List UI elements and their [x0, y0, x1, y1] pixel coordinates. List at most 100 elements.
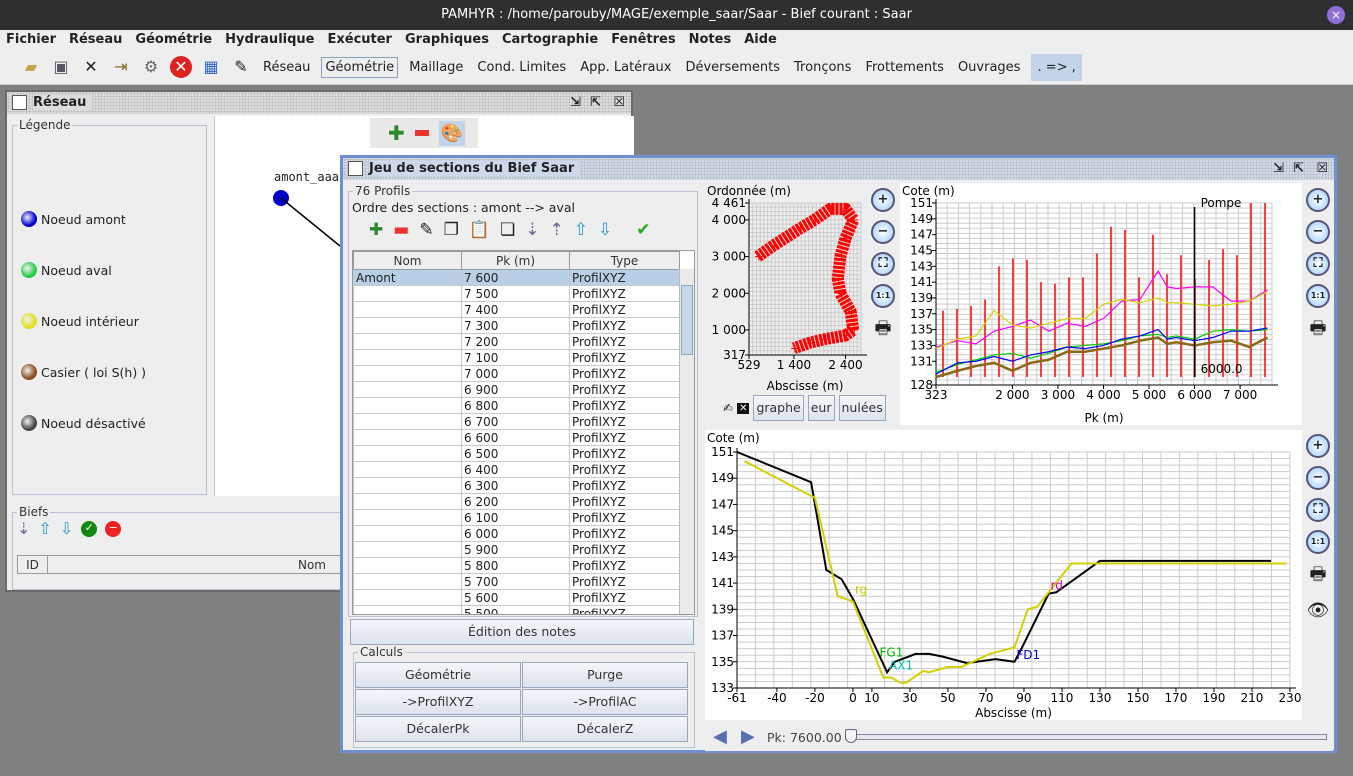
cell[interactable]: ProfilXYZ — [569, 349, 680, 366]
tab-app-lateraux[interactable]: App. Latéraux — [580, 59, 672, 75]
cell[interactable] — [353, 573, 462, 590]
cell[interactable] — [353, 317, 462, 334]
add-icon[interactable]: ✚ — [369, 220, 384, 240]
cell[interactable]: 6 600 — [461, 429, 570, 446]
cell[interactable] — [353, 365, 462, 382]
print-icon[interactable]: 🖶 — [1309, 564, 1327, 585]
cell[interactable]: ProfilXYZ — [569, 413, 680, 430]
cell[interactable]: ProfilXYZ — [569, 605, 680, 614]
save-icon[interactable]: ▣ — [53, 57, 69, 76]
cell[interactable]: 5 600 — [461, 589, 570, 606]
col-id[interactable]: ID — [17, 555, 48, 574]
table-row[interactable]: 6 000 ProfilXYZ — [353, 525, 680, 542]
cell[interactable]: 7 400 — [461, 301, 570, 318]
cell[interactable]: ProfilXYZ — [569, 589, 680, 606]
calc-button[interactable]: Géométrie — [355, 662, 521, 688]
minimize-icon[interactable]: ⇲ — [1273, 161, 1284, 176]
cell[interactable] — [353, 429, 462, 446]
calc-button[interactable]: ->ProfilXYZ — [355, 689, 521, 715]
cell[interactable]: ProfilXYZ — [569, 573, 680, 590]
menu-executer[interactable]: Exécuter — [327, 32, 392, 47]
calc-button[interactable]: DécalerPk — [355, 716, 521, 742]
cell[interactable]: 7 100 — [461, 349, 570, 366]
cell[interactable] — [353, 525, 462, 542]
cell[interactable]: 6 100 — [461, 509, 570, 526]
cell[interactable]: ProfilXYZ — [569, 317, 680, 334]
zoom-fit-icon[interactable]: ⛶ — [1306, 252, 1330, 276]
maximize-icon[interactable]: ⇱ — [1293, 161, 1304, 176]
table-row[interactable]: 6 300 ProfilXYZ — [353, 477, 680, 494]
cell[interactable]: Amont — [353, 269, 462, 286]
menu-graphiques[interactable]: Graphiques — [404, 32, 489, 47]
folder-open-icon[interactable]: ▰ — [24, 57, 38, 76]
cell[interactable] — [353, 285, 462, 302]
table-row[interactable]: 5 600 ProfilXYZ — [353, 589, 680, 606]
check-icon[interactable]: ✔ — [636, 220, 651, 240]
cell[interactable] — [353, 413, 462, 430]
cell[interactable] — [353, 461, 462, 478]
eye-icon[interactable]: 👁 — [1306, 600, 1330, 621]
cell[interactable] — [353, 349, 462, 366]
cell[interactable]: 6 500 — [461, 445, 570, 462]
table-row[interactable]: 7 300 ProfilXYZ — [353, 317, 680, 334]
zoom-reset-icon[interactable]: 1:1 — [1306, 284, 1330, 308]
cell[interactable] — [353, 333, 462, 350]
cell[interactable]: 5 800 — [461, 557, 570, 574]
pk-slider[interactable] — [845, 734, 1327, 740]
cell[interactable]: ProfilXYZ — [569, 461, 680, 478]
cell[interactable] — [353, 397, 462, 414]
cell[interactable]: 6 800 — [461, 397, 570, 414]
table-row[interactable]: 7 100 ProfilXYZ — [353, 349, 680, 366]
cell[interactable]: 6 200 — [461, 493, 570, 510]
menu-fenetres[interactable]: Fenêtres — [611, 32, 676, 47]
duplicate-icon[interactable]: ❏ — [499, 220, 516, 240]
table-row[interactable]: 5 900 ProfilXYZ — [353, 541, 680, 558]
cell[interactable] — [353, 477, 462, 494]
tab-ouvrages[interactable]: Ouvrages — [957, 59, 1021, 75]
calc-button[interactable]: DécalerZ — [522, 716, 688, 742]
close-icon[interactable]: ☒ — [613, 95, 625, 110]
cell[interactable]: ProfilXYZ — [569, 429, 680, 446]
tab-maillage[interactable]: Maillage — [409, 59, 464, 75]
zoom-out-icon[interactable]: − — [1306, 220, 1330, 244]
cell[interactable]: 5 900 — [461, 541, 570, 558]
cell[interactable] — [353, 381, 462, 398]
cell[interactable]: ProfilXYZ — [569, 333, 680, 350]
activate-icon[interactable]: ✓ — [81, 520, 98, 537]
zoom-fit-icon[interactable]: ⛶ — [1306, 498, 1330, 522]
table-scrollbar[interactable] — [679, 269, 694, 614]
stop-red-icon[interactable]: ✕ — [170, 56, 192, 78]
move-up-icon[interactable]: ⇧ — [573, 220, 588, 240]
deactivate-icon[interactable]: − — [105, 520, 122, 537]
cell[interactable]: 5 700 — [461, 573, 570, 590]
next-profile-button[interactable]: ▶ — [741, 726, 755, 747]
move-down-icon[interactable]: ⇩ — [597, 220, 613, 240]
tab-deversements[interactable]: Déversements — [685, 59, 781, 75]
close-window-button[interactable]: × — [1327, 6, 1345, 24]
menu-cartographie[interactable]: Cartographie — [501, 32, 599, 47]
table-row[interactable]: 6 400 ProfilXYZ — [353, 461, 680, 478]
col-nom[interactable]: Nom — [353, 251, 462, 270]
cell[interactable]: ProfilXYZ — [569, 509, 680, 526]
close-x-icon[interactable]: ✕ — [84, 57, 98, 76]
col-pk[interactable]: Pk (m) — [461, 251, 570, 270]
long-profile-chart[interactable]: 323 2 000 3 000 4 000 5 000 6 000 7 000 128 131 1… — [900, 183, 1302, 425]
remove-icon[interactable]: ▬ — [393, 220, 410, 240]
table-row[interactable]: 6 600 ProfilXYZ — [353, 429, 680, 446]
table-row[interactable]: 6 500 ProfilXYZ — [353, 445, 680, 462]
cell[interactable] — [353, 493, 462, 510]
tab-cond-limites[interactable]: Cond. Limites — [477, 59, 567, 75]
table-row[interactable]: 7 500 ProfilXYZ — [353, 285, 680, 302]
table-row[interactable]: 6 800 ProfilXYZ — [353, 397, 680, 414]
table-row[interactable]: 5 700 ProfilXYZ — [353, 573, 680, 590]
tab-overflow[interactable]: . => , — [1031, 53, 1082, 81]
menu-reseau[interactable]: Réseau — [68, 32, 123, 47]
cell[interactable]: 7 000 — [461, 365, 570, 382]
tag-icon[interactable]: ✕ — [737, 402, 750, 414]
sort-ascending-icon[interactable]: ⇣ — [525, 220, 540, 240]
cell[interactable]: ProfilXYZ — [569, 365, 680, 382]
pk-slider-handle[interactable] — [845, 729, 857, 743]
zoom-out-icon[interactable]: − — [871, 220, 895, 244]
table-row[interactable]: 5 800 ProfilXYZ — [353, 557, 680, 574]
pen-icon[interactable]: ✍ — [723, 401, 734, 415]
